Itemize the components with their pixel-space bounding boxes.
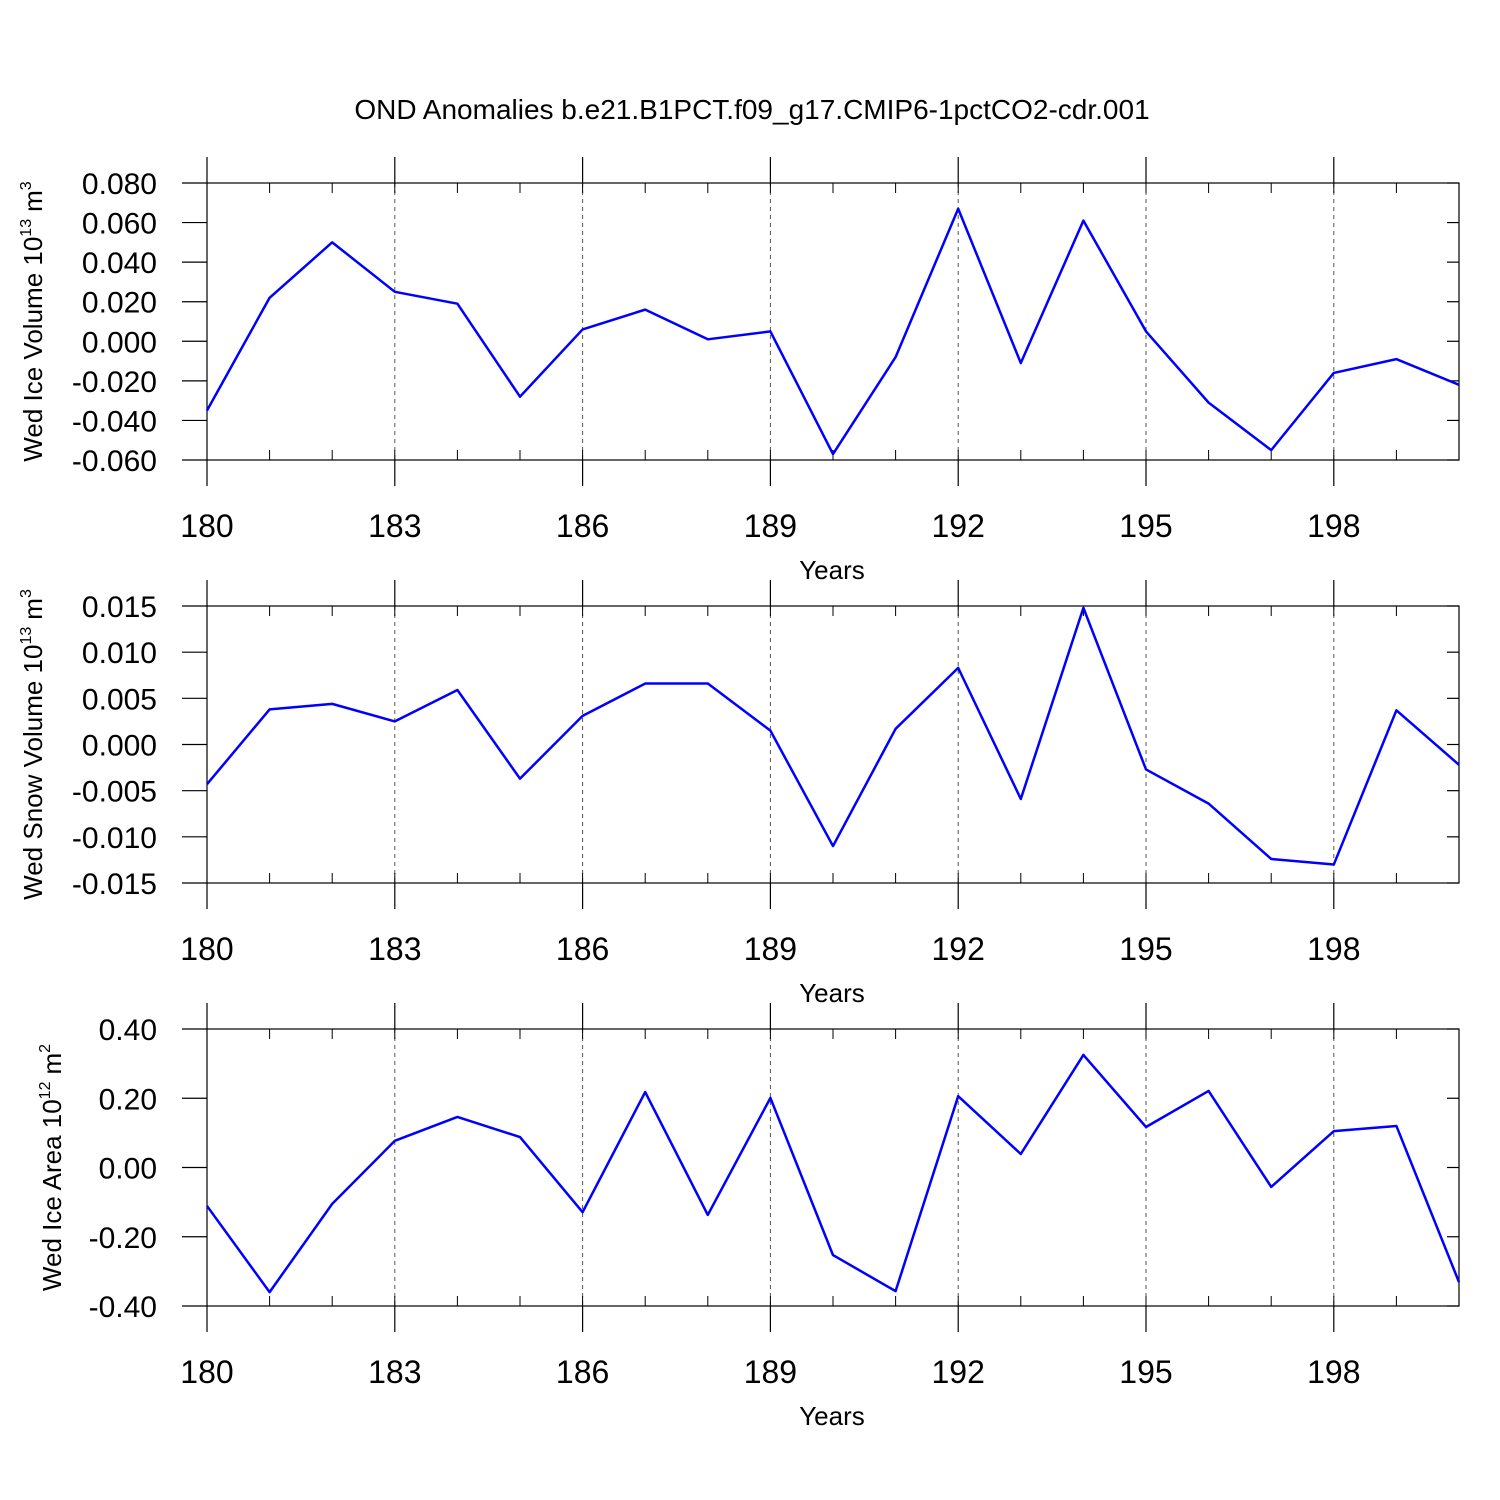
y-tick-label: -0.040 [72,405,157,438]
x-tick-label: 189 [744,508,797,544]
x-tick-label: 183 [368,508,421,544]
y-axis-label-exponent: 3 [18,589,35,598]
x-tick-label: 198 [1307,1354,1360,1390]
x-tick-label: 195 [1119,931,1172,967]
figure-title: OND Anomalies b.e21.B1PCT.f09_g17.CMIP6-… [354,94,1149,125]
x-tick-label: 189 [744,1354,797,1390]
x-tick-label: 186 [556,931,609,967]
y-tick-label: -0.020 [72,366,157,399]
x-tick-label: 195 [1119,508,1172,544]
x-tick-label: 183 [368,931,421,967]
x-tick-label: 198 [1307,508,1360,544]
y-tick-label: 0.000 [82,326,157,359]
y-axis-label: Wed Ice Volume 1013 m3 [18,181,48,461]
y-axis-label-exponent: 12 [37,1081,54,1099]
y-axis-label-exponent: 3 [18,181,35,190]
y-tick-label: 0.000 [82,730,157,763]
x-axis-label: Years [799,1401,865,1431]
y-tick-label: 0.015 [82,591,157,624]
y-axis-label-text: Wed Snow Volume 10 [18,645,48,900]
y-tick-label: -0.40 [89,1291,157,1324]
x-tick-label: 183 [368,1354,421,1390]
y-tick-label: 0.40 [99,1014,157,1047]
y-tick-label: -0.015 [72,868,157,901]
y-tick-label: 0.00 [99,1153,157,1186]
x-tick-label: 192 [932,1354,985,1390]
data-line [206,606,1460,866]
x-tick-label: 195 [1119,1354,1172,1390]
y-tick-label: 0.010 [82,637,157,670]
y-axis-label: Wed Ice Area 1012 m2 [37,1044,67,1291]
x-tick-label: 189 [744,931,797,967]
x-tick-label: 186 [556,508,609,544]
y-axis-label-unit: m [18,190,48,212]
y-tick-label: 0.080 [82,168,157,201]
y-tick-label: -0.005 [72,776,157,809]
y-axis-label-exponent: 2 [37,1044,54,1053]
y-axis-label-exponent: 13 [18,627,35,645]
y-axis-label-exponent: 13 [18,219,35,237]
y-axis-label-text: Wed Ice Area 10 [37,1099,67,1291]
x-tick-label: 198 [1307,931,1360,967]
x-tick-label: 180 [180,931,233,967]
data-line [205,1053,1461,1294]
y-tick-label: 0.20 [99,1083,157,1116]
x-tick-label: 192 [932,931,985,967]
data-line [205,207,1460,456]
x-tick-label: 186 [556,1354,609,1390]
y-tick-label: 0.060 [82,208,157,241]
y-axis-label: Wed Snow Volume 1013 m3 [18,589,48,900]
y-tick-label: 0.020 [82,287,157,320]
y-tick-label: -0.010 [72,822,157,855]
y-axis-label-unit: m [37,1053,67,1075]
x-tick-label: 180 [180,508,233,544]
y-tick-label: -0.060 [72,445,157,478]
x-axis-label: Years [799,978,865,1008]
y-axis-label-text: Wed Ice Volume 10 [18,237,48,462]
y-tick-label: 0.040 [82,247,157,280]
y-tick-label: 0.005 [82,683,157,716]
x-tick-label: 180 [180,1354,233,1390]
x-axis-label: Years [799,555,865,585]
y-tick-label: -0.20 [89,1222,157,1255]
x-tick-label: 192 [932,508,985,544]
y-axis-label-unit: m [18,598,48,620]
